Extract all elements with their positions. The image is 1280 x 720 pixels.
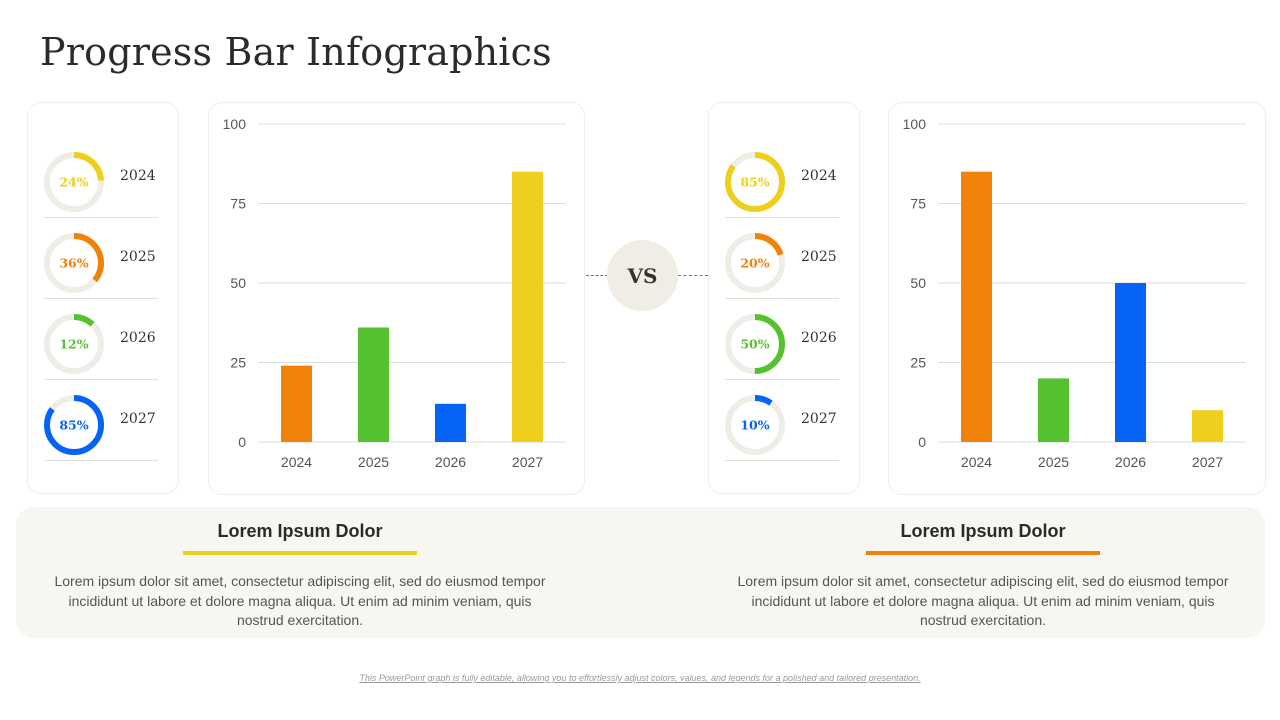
ring-card-right: 85% 2024 20% 2025 50% 2026 10% 2027 <box>708 102 860 494</box>
y-tick-label: 75 <box>230 196 246 212</box>
bar-2026 <box>435 403 466 442</box>
progress-ring-2026: 12% <box>44 314 104 374</box>
bar-2025 <box>1038 378 1069 442</box>
description-left: Lorem Ipsum Dolor Lorem ipsum dolor sit … <box>50 507 550 631</box>
ring-row-2027: 10% 2027 <box>725 380 839 461</box>
y-tick-label: 75 <box>910 196 926 212</box>
ring-year-label: 2027 <box>801 411 837 427</box>
y-tick-label: 25 <box>230 355 246 371</box>
ring-percent-label: 20% <box>740 256 769 271</box>
ring-year-label: 2026 <box>120 330 156 346</box>
description-panel: Lorem Ipsum Dolor Lorem ipsum dolor sit … <box>16 507 1265 638</box>
chart-card-right: 0 25 50 75 100 2024 2025 2026 2027 <box>888 102 1266 495</box>
ring-progress-arc <box>44 152 104 212</box>
ring-row-2024: 85% 2024 <box>725 137 839 218</box>
description-right-heading: Lorem Ipsum Dolor <box>900 521 1066 541</box>
ring-progress-arc <box>725 314 785 374</box>
ring-row-2024: 24% 2024 <box>44 137 158 218</box>
x-tick-label: 2026 <box>1115 454 1146 470</box>
ring-row-2025: 20% 2025 <box>725 218 839 299</box>
ring-card-left: 24% 2024 36% 2025 12% 2026 85% 2027 <box>27 102 179 494</box>
bar-2027 <box>1192 410 1223 442</box>
ring-row-2025: 36% 2025 <box>44 218 158 299</box>
ring-progress-arc <box>44 233 104 293</box>
y-tick-label: 100 <box>903 116 927 132</box>
ring-percent-label: 36% <box>59 256 88 271</box>
y-tick-label: 0 <box>238 434 246 450</box>
ring-row-2027: 85% 2027 <box>44 380 158 461</box>
vs-badge: VS <box>607 240 678 311</box>
ring-progress-arc <box>725 395 785 455</box>
page-title: Progress Bar Infographics <box>40 30 552 74</box>
vs-connector-right <box>678 275 708 276</box>
y-tick-label: 25 <box>910 355 926 371</box>
y-tick-label: 100 <box>223 116 247 132</box>
x-tick-label: 2027 <box>1192 454 1223 470</box>
description-right: Lorem Ipsum Dolor Lorem ipsum dolor sit … <box>733 507 1233 631</box>
progress-ring-2025: 36% <box>44 233 104 293</box>
x-tick-label: 2027 <box>512 454 543 470</box>
x-tick-label: 2026 <box>435 454 466 470</box>
bar-2024 <box>281 365 312 442</box>
ring-year-label: 2025 <box>120 249 156 265</box>
progress-ring-2027: 85% <box>44 395 104 455</box>
y-tick-label: 50 <box>910 275 926 291</box>
progress-ring-2027: 10% <box>725 395 785 455</box>
ring-progress-arc <box>44 395 104 455</box>
ring-percent-label: 10% <box>740 418 769 433</box>
description-right-underline <box>866 551 1100 555</box>
description-left-body: Lorem ipsum dolor sit amet, consectetur … <box>54 573 546 628</box>
ring-percent-label: 85% <box>740 175 769 190</box>
ring-progress-arc <box>725 233 785 293</box>
bar-2026 <box>1115 283 1146 442</box>
x-tick-label: 2024 <box>961 454 992 470</box>
progress-ring-2026: 50% <box>725 314 785 374</box>
bar-chart-right: 0 25 50 75 100 2024 2025 2026 2027 <box>903 116 1246 470</box>
ring-year-label: 2027 <box>120 411 156 427</box>
bar-2024 <box>961 171 992 442</box>
progress-ring-2024: 85% <box>725 152 785 212</box>
x-tick-label: 2025 <box>1038 454 1069 470</box>
progress-ring-2024: 24% <box>44 152 104 212</box>
vs-connector-left <box>586 275 608 276</box>
ring-progress-arc <box>44 314 104 374</box>
ring-row-2026: 12% 2026 <box>44 299 158 380</box>
y-tick-label: 50 <box>230 275 246 291</box>
ring-year-label: 2024 <box>801 168 837 184</box>
ring-percent-label: 50% <box>740 337 769 352</box>
ring-percent-label: 12% <box>59 337 88 352</box>
ring-percent-label: 24% <box>59 175 88 190</box>
ring-year-label: 2024 <box>120 168 156 184</box>
description-right-body: Lorem ipsum dolor sit amet, consectetur … <box>737 573 1229 628</box>
ring-row-2026: 50% 2026 <box>725 299 839 380</box>
description-left-underline <box>183 551 417 555</box>
y-tick-label: 0 <box>918 434 926 450</box>
ring-year-label: 2025 <box>801 249 837 265</box>
ring-percent-label: 85% <box>59 418 88 433</box>
chart-card-left: 0 25 50 75 100 2024 2025 2026 2027 <box>208 102 585 495</box>
x-tick-label: 2024 <box>281 454 312 470</box>
ring-year-label: 2026 <box>801 330 837 346</box>
description-left-heading: Lorem Ipsum Dolor <box>217 521 383 541</box>
progress-ring-2025: 20% <box>725 233 785 293</box>
bar-2027 <box>512 171 543 442</box>
footer-note: This PowerPoint graph is fully editable,… <box>359 673 921 683</box>
ring-progress-arc <box>725 152 785 212</box>
bar-chart-left: 0 25 50 75 100 2024 2025 2026 2027 <box>223 116 566 470</box>
bar-2025 <box>358 327 389 442</box>
x-tick-label: 2025 <box>358 454 389 470</box>
